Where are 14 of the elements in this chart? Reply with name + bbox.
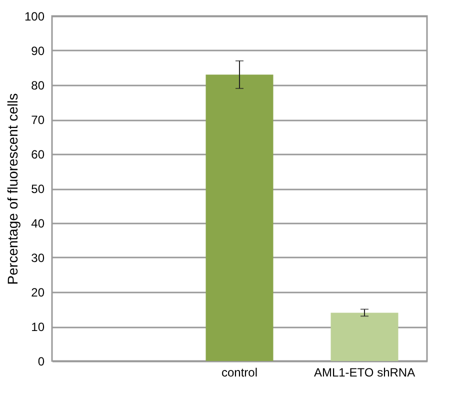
y-tick-label: 20 [31,286,45,300]
y-tick-label: 0 [38,354,45,368]
x-tick-label: control [221,366,258,380]
y-tick-label: 60 [31,148,45,162]
y-tick-label: 70 [31,113,45,127]
x-tick-label: AML1-ETO shRNA [314,366,416,380]
y-tick-label: 100 [24,10,45,24]
y-tick-label: 10 [31,320,45,334]
y-tick-label: 80 [31,78,45,92]
y-tick-label: 50 [31,182,45,196]
y-tick-label: 90 [31,44,45,58]
y-tick-label: 40 [31,216,45,230]
y-axis-title: Percentage of fluorescent cells [4,93,20,285]
y-tick-label: 30 [31,251,45,265]
